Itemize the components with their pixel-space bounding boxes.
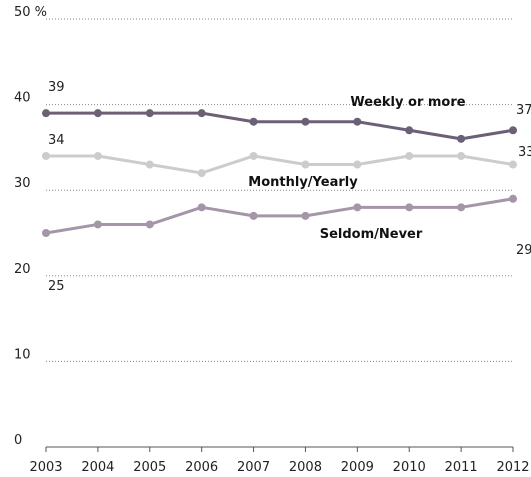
data-point bbox=[93, 151, 102, 160]
series-line-0 bbox=[46, 111, 514, 141]
data-point bbox=[93, 220, 102, 229]
data-point bbox=[145, 220, 154, 229]
data-point bbox=[301, 211, 310, 220]
data-point bbox=[249, 211, 258, 220]
data-point bbox=[405, 126, 414, 135]
data-point bbox=[457, 203, 466, 212]
y-tick-label: 30 bbox=[14, 176, 31, 191]
end-value-label: 33 bbox=[518, 145, 531, 160]
data-point bbox=[93, 109, 102, 118]
series-label-2: Seldom/Never bbox=[320, 227, 423, 242]
data-point bbox=[197, 203, 206, 212]
x-tick-label: 2006 bbox=[185, 460, 218, 475]
start-value-label: 39 bbox=[48, 80, 65, 95]
data-point bbox=[197, 109, 206, 118]
data-point bbox=[353, 203, 362, 212]
data-point bbox=[42, 151, 50, 160]
x-tick-label: 2005 bbox=[133, 460, 166, 475]
series-line-2 bbox=[45, 197, 514, 235]
data-point bbox=[145, 160, 154, 169]
data-point bbox=[457, 134, 466, 143]
data-point bbox=[353, 160, 362, 169]
data-point bbox=[301, 160, 310, 169]
data-point bbox=[353, 117, 362, 126]
data-point bbox=[301, 117, 310, 126]
data-point bbox=[509, 160, 517, 169]
x-tick-label: 2010 bbox=[393, 460, 426, 475]
start-value-label: 34 bbox=[48, 133, 65, 148]
data-point bbox=[405, 203, 414, 212]
x-tick-label: 2008 bbox=[289, 460, 322, 475]
label-layer: Weekly or more 39 37 Monthly/Yearly 34 33 Seld… bbox=[48, 80, 531, 294]
data-point bbox=[42, 229, 50, 237]
end-value-label: 29 bbox=[516, 243, 531, 258]
end-value-label: 37 bbox=[516, 103, 531, 118]
data-point bbox=[249, 117, 258, 126]
data-point bbox=[145, 109, 154, 118]
y-tick-label: 40 bbox=[14, 91, 31, 106]
data-point bbox=[405, 151, 414, 160]
series-line-1 bbox=[46, 154, 514, 175]
x-tick-label: 2003 bbox=[29, 460, 62, 475]
y-tick-label: 10 bbox=[14, 347, 31, 362]
start-value-label: 25 bbox=[48, 279, 65, 294]
series-label-0: Weekly or more bbox=[350, 95, 465, 110]
data-point bbox=[457, 151, 466, 160]
x-tick-label: 2011 bbox=[445, 460, 478, 475]
data-point bbox=[42, 109, 50, 118]
x-tick-label: 2012 bbox=[496, 460, 529, 475]
series-label-1: Monthly/Yearly bbox=[248, 175, 358, 190]
series-layer bbox=[42, 109, 517, 237]
y-tick-label: 20 bbox=[14, 262, 31, 277]
x-tick-label: 2007 bbox=[237, 460, 270, 475]
data-point bbox=[249, 151, 258, 160]
y-tick-label: 50 % bbox=[14, 5, 47, 20]
y-tick-label: 0 bbox=[14, 433, 22, 448]
grid-layer bbox=[46, 18, 513, 362]
data-point bbox=[509, 194, 517, 203]
data-point bbox=[197, 169, 206, 178]
x-tick-label: 2004 bbox=[81, 460, 114, 475]
data-point bbox=[509, 126, 517, 135]
x-tick-label: 2009 bbox=[341, 460, 374, 475]
axis-layer: 0 10 20 30 40 50 % 2003 2004 2005 2006 2007 2008 200… bbox=[14, 5, 530, 475]
